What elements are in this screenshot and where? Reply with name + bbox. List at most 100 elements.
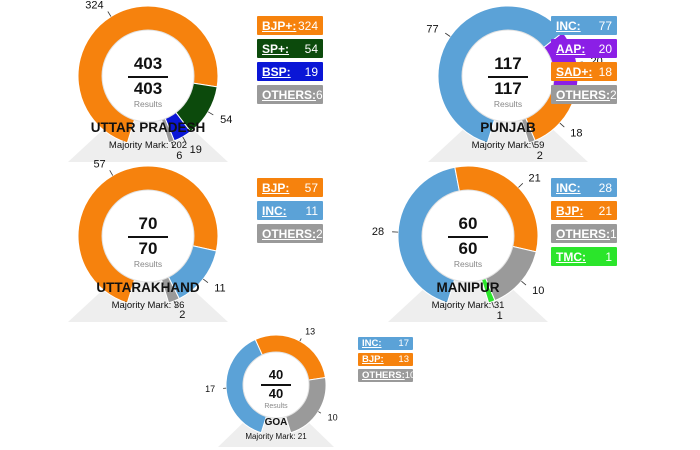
legend-seat-count: 6 [316, 87, 323, 102]
state-name: UTTARAKHAND [96, 280, 200, 295]
legend-seat-count: 19 [304, 64, 318, 79]
total-seats-bottom: 403 [133, 79, 163, 98]
leader-line [182, 136, 187, 143]
data-label-inc: 17 [205, 384, 215, 394]
leader-line [445, 32, 451, 37]
legend-manipur: INC: 28 BJP: 21 OTHERS: 10 TMC: 1 [551, 178, 623, 270]
data-label-others: 6 [176, 150, 182, 162]
legend-item-others: OTHERS: 10 [358, 369, 416, 382]
results-label: Results [493, 99, 523, 109]
majority-mark: Majority Mark: 31 [431, 300, 505, 311]
legend-party-name: AAP: [556, 41, 586, 56]
leader-line [521, 280, 527, 286]
data-label-bjp: 21 [529, 173, 541, 185]
legend-item-sad: SAD+: 18 [551, 62, 617, 81]
results-label: Results [453, 259, 483, 269]
legend-item-bjp: BJP: 21 [551, 201, 617, 220]
donut-chart-uttar-pradesh: 324 54 19 6 [68, 0, 232, 162]
legend-party-name: INC: [556, 18, 581, 33]
legend-seat-count: 324 [297, 18, 318, 33]
legend-item-bjp: BJP: 13 [358, 353, 413, 366]
legend-item-others: OTHERS: 2 [551, 85, 617, 104]
legend-party-name: TMC: [556, 249, 586, 264]
legend-seat-count: 21 [598, 203, 612, 218]
chart-panel-goa: 17 13 10 40 40 Results GOA Majority Mark: … [190, 318, 350, 450]
legend-item-others: OTHERS: 2 [257, 224, 323, 243]
legend-party-name: OTHERS: [262, 226, 316, 241]
legend-item-aap: AAP: 20 [551, 39, 617, 58]
chart-panel-uttarakhand: 57 11 2 70 70 Results UTTARAKHAND Majority… [0, 158, 250, 325]
legend-party-name: OTHERS: [262, 87, 316, 102]
legend-item-others: OTHERS: 10 [551, 224, 623, 243]
data-label-inc: 77 [426, 23, 438, 35]
leader-line [318, 411, 322, 414]
leader-line [491, 301, 495, 308]
legend-uttarakhand: BJP: 57 INC: 11 OTHERS: 2 [257, 178, 323, 247]
legend-seat-count: 28 [598, 180, 612, 195]
total-divider [128, 236, 168, 238]
legend-party-name: SAD+: [556, 64, 593, 79]
total-seats-top: 117 [494, 54, 522, 73]
legend-uttar-pradesh: BJP+: 324 SP+: 54 BSP: 19 OTHERS: 6 [257, 16, 323, 108]
data-label-others: 2 [537, 150, 543, 162]
legend-seat-count: 57 [304, 180, 318, 195]
legend-seat-count: 13 [398, 354, 409, 365]
majority-mark: Majority Mark: 202 [108, 140, 188, 151]
leader-line [107, 11, 112, 17]
majority-mark: Majority Mark: 36 [111, 300, 185, 311]
legend-item-bjp: BJP: 57 [257, 178, 323, 197]
total-seats-bottom: 117 [494, 79, 522, 98]
data-label-sp: 54 [220, 114, 232, 126]
legend-item-tmc: TMC: 1 [551, 247, 617, 266]
state-name: UTTAR PRADESH [90, 120, 206, 135]
total-divider [261, 384, 291, 386]
legend-party-name: OTHERS: [556, 87, 610, 102]
legend-seat-count: 17 [398, 338, 409, 349]
leader-line [207, 111, 214, 116]
total-seats-top: 40 [268, 367, 284, 382]
majority-mark: Majority Mark: 59 [471, 140, 545, 151]
legend-item-sp: SP+: 54 [257, 39, 323, 58]
data-label-others: 10 [328, 413, 338, 423]
legend-party-name: BJP: [262, 180, 290, 195]
pedestal-shape [388, 248, 548, 322]
data-label-others: 2 [179, 309, 185, 321]
results-label: Results [133, 99, 163, 109]
data-label-bsp: 19 [190, 144, 202, 156]
legend-item-inc: INC: 77 [551, 16, 617, 35]
total-seats-top: 60 [458, 214, 478, 233]
legend-item-inc: INC: 11 [257, 201, 323, 220]
state-name: MANIPUR [436, 280, 500, 295]
legend-seat-count: 11 [305, 203, 318, 218]
total-divider [448, 236, 488, 238]
legend-party-name: BSP: [262, 64, 291, 79]
results-label: Results [133, 259, 163, 269]
legend-party-name: INC: [362, 338, 382, 349]
total-seats-bottom: 40 [268, 386, 284, 401]
leader-line [202, 278, 209, 284]
data-label-inc: 28 [372, 226, 384, 238]
legend-party-name: OTHERS: [362, 370, 405, 381]
leader-line [518, 183, 524, 188]
total-divider [128, 76, 168, 78]
pedestal-shape [428, 88, 588, 162]
results-label: Results [264, 403, 288, 410]
legend-goa: INC: 17 BJP: 13 OTHERS: 10 [358, 337, 416, 385]
legend-item-bjp: BJP+: 324 [257, 16, 323, 35]
chart-panel-uttar-pradesh: 324 54 19 6 403 403 Results UTTAR PRADESH M… [0, 0, 250, 165]
state-name: GOA [264, 417, 288, 428]
legend-seat-count: 20 [598, 41, 612, 56]
total-seats-top: 70 [138, 214, 158, 233]
data-label-tmc: 1 [497, 310, 503, 322]
pedestal-shape [68, 88, 228, 162]
data-label-sad: 18 [570, 127, 582, 139]
total-seats-bottom: 70 [138, 239, 158, 258]
legend-party-name: INC: [556, 180, 581, 195]
legend-seat-count: 54 [304, 41, 318, 56]
legend-party-name: BJP: [362, 354, 384, 365]
total-divider [488, 76, 528, 78]
leader-line [171, 141, 174, 148]
legend-seat-count: 10 [404, 370, 416, 381]
leader-line [299, 338, 302, 342]
data-label-inc: 11 [214, 282, 225, 294]
